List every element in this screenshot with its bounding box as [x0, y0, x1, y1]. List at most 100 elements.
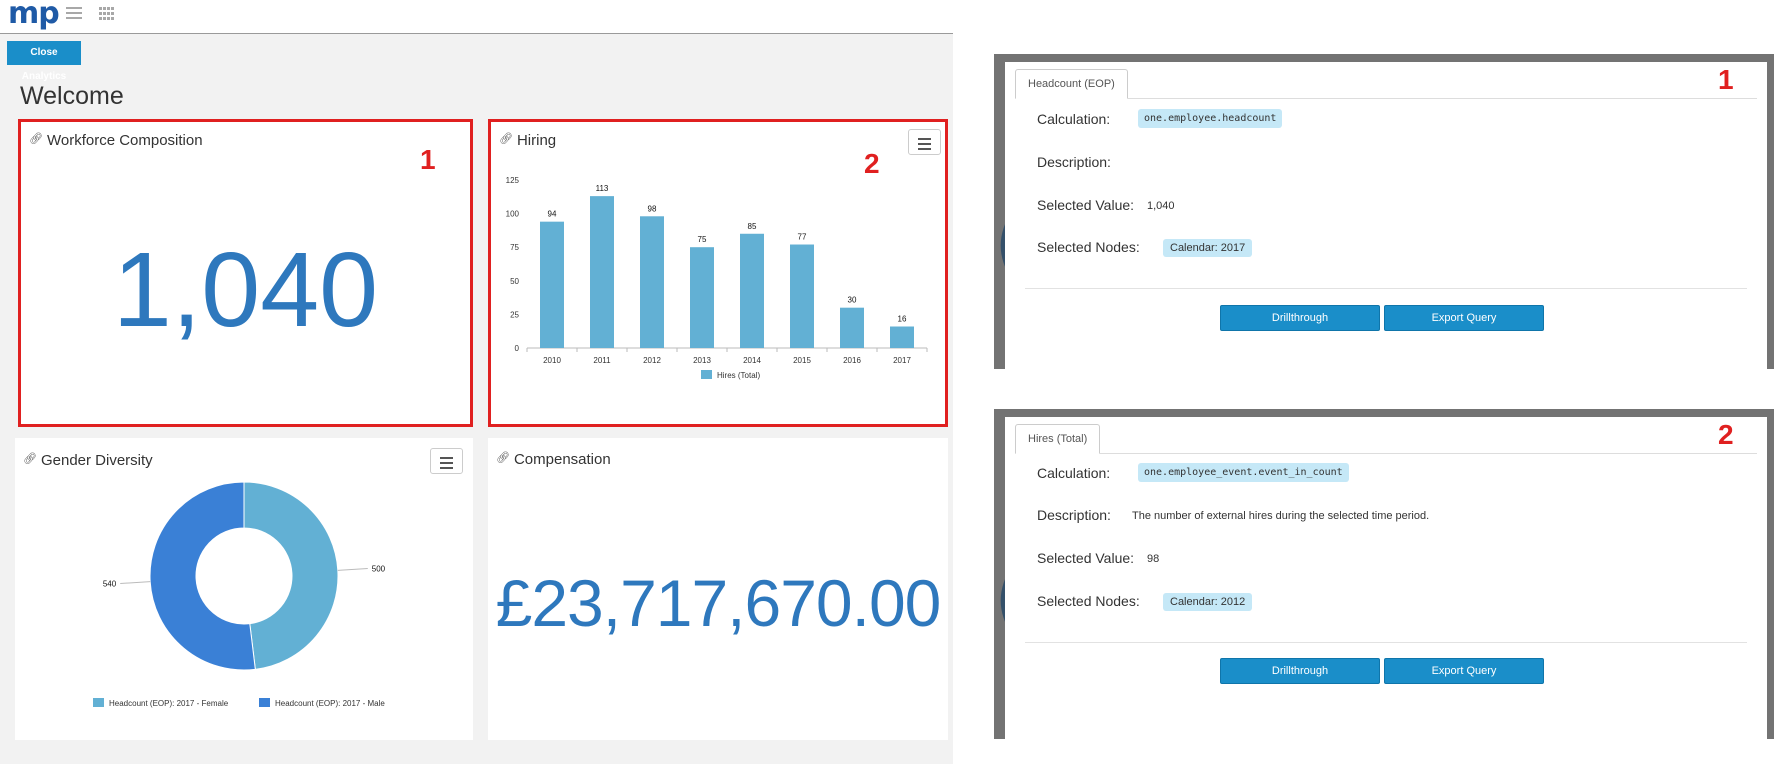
leader-line [120, 581, 151, 584]
drillthrough-button[interactable]: Drillthrough [1220, 305, 1380, 331]
card-title: 🔗︎ Hiring [499, 132, 557, 149]
x-tick-label: 2013 [693, 356, 711, 365]
app-logo[interactable]: mp [8, 0, 60, 31]
hiring-bar-chart: 0 25 50 75 100 125 94 2010 113 2011 98 2012 75 2013 85… [506, 176, 928, 380]
tab-headcount-eop[interactable]: Headcount (EOP) [1015, 69, 1128, 99]
data-label: 77 [798, 233, 807, 242]
card-title: 🔗︎ Gender Diversity [23, 452, 153, 469]
bar [690, 247, 714, 348]
data-label: 500 [372, 565, 386, 574]
selected-value: 1,040 [1147, 200, 1175, 212]
annotation-number: 1 [1718, 64, 1734, 95]
apps-grid-icon[interactable] [99, 7, 115, 21]
selected-value-label: Selected Value: [1037, 550, 1135, 566]
panel-content: Hires (Total) 2 Calculation: one.employe… [1005, 417, 1767, 739]
top-bar: mp [0, 0, 953, 34]
pie-slice [243, 482, 339, 670]
export-query-button[interactable]: Export Query [1384, 658, 1544, 684]
page-title: Welcome [20, 82, 124, 110]
analytics-app: mp Close Analytics Welcome 🔗︎ Workforce C… [0, 0, 953, 764]
drillthrough-button[interactable]: Drillthrough [1220, 658, 1380, 684]
x-tick-label: 2017 [893, 356, 911, 365]
description-text: The number of external hires during the … [1132, 510, 1430, 522]
compensation-value[interactable]: £23,717,670.00 [495, 566, 942, 640]
chart-menu-button[interactable] [908, 129, 941, 155]
bar [640, 216, 664, 348]
data-label: 30 [848, 296, 857, 305]
divider [1025, 642, 1747, 643]
calculation-panel-2: ( Hires (Total) 2 Calculation: one.emplo… [994, 409, 1774, 739]
selected-value: 98 [1147, 553, 1160, 565]
x-tick-label: 2016 [843, 356, 861, 365]
card-title: 🔗︎ Workforce Composition [29, 132, 203, 149]
calculation-code: one.employee_event.event_in_count [1138, 463, 1349, 482]
data-label: 94 [548, 210, 557, 219]
bar [740, 233, 764, 348]
x-tick-label: 2010 [543, 356, 561, 365]
y-tick-label: 75 [510, 243, 519, 252]
y-tick-label: 0 [515, 344, 520, 353]
tab-underline [1015, 453, 1757, 454]
legend-swatch [93, 698, 104, 707]
calculation-panel-1: ( Headcount (EOP) 1 Calculation: one.emp… [994, 54, 1774, 369]
legend-label: Headcount (EOP): 2017 - Male [275, 699, 385, 708]
legend-swatch [701, 370, 712, 379]
compensation-card[interactable]: 🔗︎ Compensation £23,717,670.00 [488, 438, 948, 740]
leader-line [337, 568, 368, 571]
data-label: 75 [698, 235, 707, 244]
link-icon[interactable]: 🔗︎ [23, 453, 37, 465]
x-tick-label: 2012 [643, 356, 661, 365]
x-tick-label: 2014 [743, 356, 761, 365]
legend-label: Hires (Total) [717, 371, 760, 380]
divider [1025, 288, 1747, 289]
link-icon[interactable]: 🔗︎ [499, 133, 513, 145]
y-tick-label: 125 [506, 176, 520, 185]
data-label: 98 [648, 204, 657, 213]
bar [590, 196, 614, 348]
calculation-code: one.employee.headcount [1138, 109, 1283, 128]
close-analytics-button[interactable]: Close Analytics [7, 41, 81, 82]
data-label: 540 [103, 579, 117, 588]
selected-node-badge: Calendar: 2017 [1163, 239, 1253, 257]
chart-menu-button[interactable] [430, 448, 463, 474]
link-icon[interactable]: 🔗︎ [496, 452, 510, 464]
selected-nodes-label: Selected Nodes: [1037, 593, 1140, 609]
description-label: Description: [1037, 507, 1111, 523]
hiring-card[interactable]: 🔗︎ Hiring 2 0 25 50 75 100 125 94 2010 113 2011 98 2… [488, 119, 948, 427]
pie-slice [149, 482, 256, 671]
bar [790, 244, 814, 348]
annotation-number: 1 [420, 144, 436, 175]
card-title: 🔗︎ Compensation [496, 451, 611, 468]
workforce-value[interactable]: 1,040 [112, 231, 379, 349]
gender-diversity-card[interactable]: 🔗︎ Gender Diversity 500 540 Headcount (EOP)… [15, 438, 473, 740]
annotation-number: 2 [1718, 419, 1734, 450]
calculation-label: Calculation: [1037, 465, 1111, 481]
calculation-label: Calculation: [1037, 111, 1111, 127]
gender-donut-chart: 500 540 Headcount (EOP): 2017 - Female Head… [93, 482, 386, 708]
x-tick-label: 2015 [793, 356, 811, 365]
selected-value-label: Selected Value: [1037, 197, 1135, 213]
selected-node-badge: Calendar: 2012 [1163, 593, 1253, 611]
x-tick-label: 2011 [593, 356, 611, 365]
bar [540, 221, 564, 348]
panel-content: Headcount (EOP) 1 Calculation: one.emplo… [1005, 62, 1767, 369]
tab-underline [1015, 98, 1757, 99]
y-tick-label: 25 [510, 310, 519, 319]
annotation-number: 2 [864, 148, 880, 179]
export-query-button[interactable]: Export Query [1384, 305, 1544, 331]
selected-nodes-label: Selected Nodes: [1037, 239, 1140, 255]
data-label: 113 [596, 184, 609, 193]
link-icon[interactable]: 🔗︎ [29, 133, 43, 145]
legend-label: Headcount (EOP): 2017 - Female [109, 699, 229, 708]
description-label: Description: [1037, 154, 1111, 170]
workforce-composition-card[interactable]: 🔗︎ Workforce Composition 1 1,040 [18, 119, 473, 427]
tab-hires-total[interactable]: Hires (Total) [1015, 424, 1101, 454]
y-tick-label: 100 [506, 210, 520, 219]
legend-swatch [259, 698, 270, 707]
data-label: 16 [898, 314, 907, 323]
data-label: 85 [748, 222, 757, 231]
bar [890, 326, 914, 348]
y-tick-label: 50 [510, 277, 519, 286]
hamburger-icon[interactable] [66, 7, 82, 21]
